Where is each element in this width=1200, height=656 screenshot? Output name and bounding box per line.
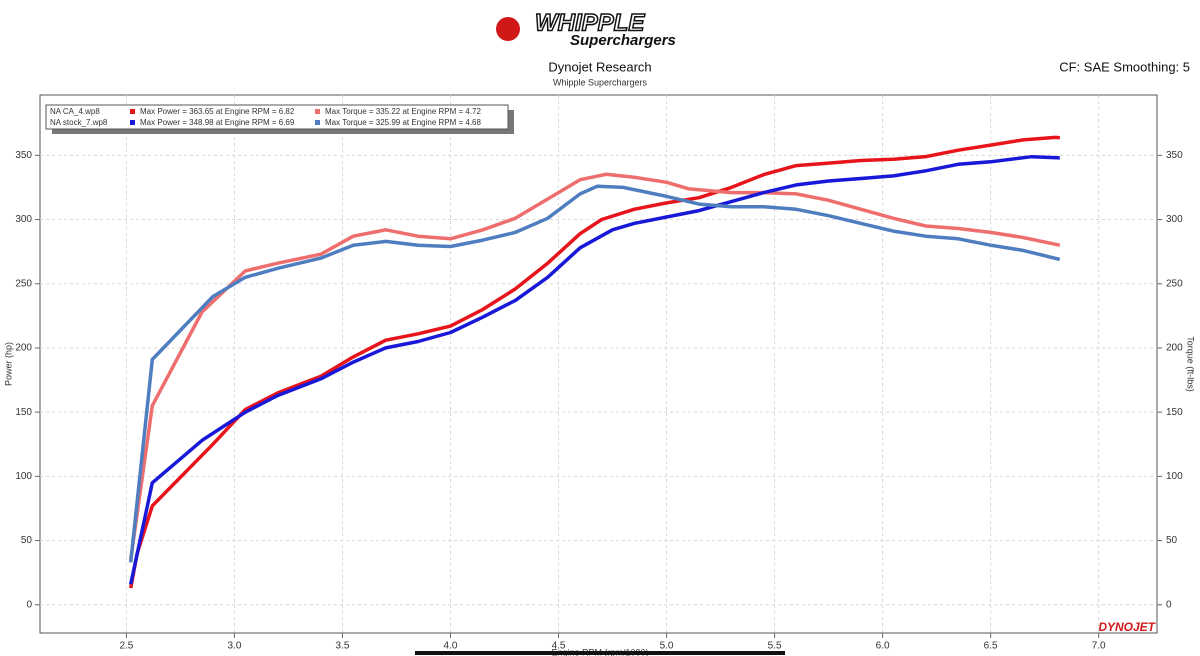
y2-tick-label: 200 bbox=[1166, 343, 1183, 354]
series-line bbox=[128, 154, 1060, 585]
logo-icon bbox=[496, 17, 520, 41]
y2-tick-label: 150 bbox=[1166, 407, 1183, 418]
x-tick-label: 2.5 bbox=[119, 641, 133, 652]
grid bbox=[40, 95, 1157, 633]
logo: WHIPPLE Superchargers bbox=[496, 9, 676, 49]
chart-title: Dynojet Research bbox=[548, 59, 651, 74]
legend-swatch bbox=[130, 109, 135, 114]
y-tick-label: 0 bbox=[26, 599, 32, 610]
y-tick-label: 250 bbox=[15, 278, 32, 289]
legend-label: Max Power = 348.98 at Engine RPM = 6.69 bbox=[140, 118, 295, 127]
x-tick-label: 4.5 bbox=[552, 641, 566, 652]
legend-swatch bbox=[315, 120, 320, 125]
scrollbar[interactable] bbox=[415, 651, 785, 655]
x-tick-label: 7.0 bbox=[1092, 641, 1106, 652]
y-tick-label: 150 bbox=[15, 407, 32, 418]
logo-text: WHIPPLE bbox=[535, 9, 645, 36]
series-line bbox=[128, 172, 1061, 561]
series-line bbox=[128, 184, 1061, 563]
y-tick-label: 200 bbox=[15, 343, 32, 354]
y2-axis-label: Torque (ft-lbs) bbox=[1186, 336, 1196, 392]
y-tick-label: 50 bbox=[21, 535, 33, 546]
y-tick-label: 350 bbox=[15, 150, 32, 161]
x-tick-label: 3.0 bbox=[227, 641, 241, 652]
legend-label: Max Power = 363.65 at Engine RPM = 6.82 bbox=[140, 107, 295, 116]
x-tick-label: 4.0 bbox=[444, 641, 458, 652]
x-tick-label: 6.5 bbox=[984, 641, 998, 652]
y2-tick-label: 100 bbox=[1166, 471, 1183, 482]
y2-tick-label: 0 bbox=[1166, 599, 1172, 610]
logo-sub: Superchargers bbox=[570, 32, 676, 49]
x-tick-label: 6.0 bbox=[876, 641, 890, 652]
legend-file: NA CA_4.wp8 bbox=[50, 107, 100, 116]
cf-label: CF: SAE Smoothing: 5 bbox=[1059, 59, 1190, 74]
y2-tick-label: 300 bbox=[1166, 214, 1183, 225]
y-tick-label: 300 bbox=[15, 214, 32, 225]
series-line bbox=[128, 135, 1060, 589]
legend-label: Max Torque = 325.99 at Engine RPM = 4.68 bbox=[325, 118, 482, 127]
chart-subtitle: Whipple Superchargers bbox=[553, 77, 648, 87]
x-tick-label: 5.0 bbox=[660, 641, 674, 652]
y2-tick-label: 50 bbox=[1166, 535, 1178, 546]
legend-box bbox=[45, 104, 509, 130]
legend-file: NA stock_7.wp8 bbox=[50, 118, 108, 127]
x-tick-label: 5.5 bbox=[768, 641, 782, 652]
y-axis-label: Power (hp) bbox=[3, 342, 13, 386]
legend-label: Max Torque = 335.22 at Engine RPM = 4.72 bbox=[325, 107, 482, 116]
legend-swatch bbox=[315, 109, 320, 114]
x-tick-label: 3.5 bbox=[336, 641, 350, 652]
y2-tick-label: 350 bbox=[1166, 150, 1183, 161]
dynojet-brand: DYNOJET bbox=[1098, 620, 1156, 634]
legend-swatch bbox=[130, 120, 135, 125]
y-tick-label: 100 bbox=[15, 471, 32, 482]
y2-tick-label: 250 bbox=[1166, 278, 1183, 289]
